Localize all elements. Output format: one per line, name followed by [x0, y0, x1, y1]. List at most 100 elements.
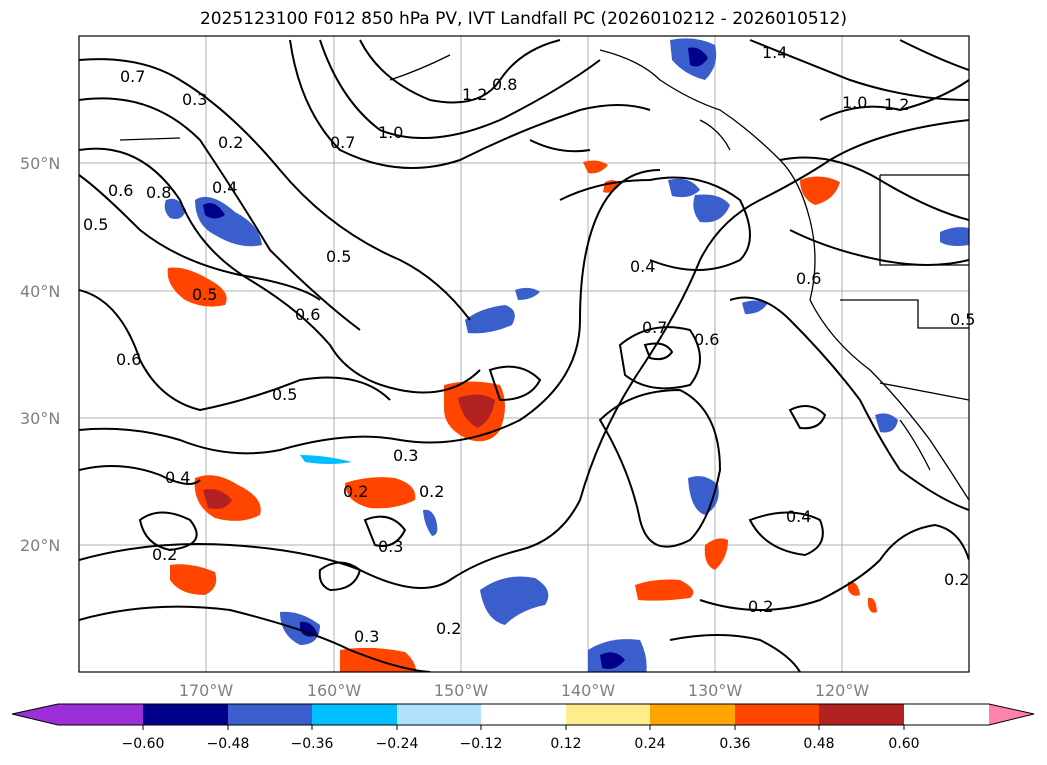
contour-label: 0.7 [330, 133, 355, 152]
pv-positive-blob [583, 160, 608, 174]
pv-positive-blob [868, 597, 877, 613]
pv-negative-core [600, 652, 625, 669]
contour-label: 0.7 [120, 67, 145, 86]
pv-negative-blob [465, 305, 515, 334]
colorbar-tick: 0.60 [888, 736, 919, 752]
contour-label: 0.4 [786, 507, 811, 526]
contour-label: 0.4 [630, 257, 655, 276]
pv-positive-core [203, 489, 232, 509]
pv-positive-blob [340, 647, 417, 672]
colorbar-segment [819, 704, 904, 725]
colorbar-over-extension [989, 704, 1034, 725]
contour-label: 0.8 [146, 183, 171, 202]
lon-label-170w: 170°W [179, 681, 234, 700]
map-area [79, 36, 969, 672]
colorbar-tick: −0.12 [460, 736, 503, 752]
lon-label-120w: 120°W [815, 681, 870, 700]
contour-label: 0.2 [218, 133, 243, 152]
contour-label: 1.0 [842, 93, 867, 112]
contour-label: 0.2 [419, 482, 444, 501]
contour-label: 0.5 [326, 247, 351, 266]
contour-label: 0.4 [165, 468, 190, 487]
lon-label-160w: 160°W [307, 681, 362, 700]
lat-label-20n: 20°N [20, 536, 60, 555]
contour-label: 0.3 [378, 537, 403, 556]
contour-label: 1.2 [462, 85, 487, 104]
contour-label: 0.2 [343, 482, 368, 501]
pv-positive-blob [704, 538, 728, 570]
contour-label: 0.7 [642, 318, 667, 337]
colorbar-segment [650, 704, 735, 725]
colorbar-segment [312, 704, 397, 725]
colorbar-segment [566, 704, 650, 725]
colorbar-tick: −0.48 [207, 736, 250, 752]
latitude-labels: 50°N 40°N 30°N 20°N [20, 154, 60, 555]
pv-positive-blob [635, 579, 694, 601]
colorbar-tick: 0.24 [634, 736, 665, 752]
colorbar-segment [481, 704, 566, 725]
contour-label: 0.6 [694, 330, 719, 349]
pv-negative-blob [300, 455, 352, 464]
pv-shading [164, 38, 969, 672]
pv-negative-core [300, 621, 318, 637]
contour-label: 0.6 [796, 269, 821, 288]
pv-positive-core [458, 394, 495, 428]
pv-negative-blob [515, 287, 540, 300]
contour-label: 0.3 [182, 90, 207, 109]
contour-labels: 0.7 0.3 0.2 0.4 0.8 0.6 0.5 0.5 0.6 0.6 … [83, 43, 975, 646]
contour-label: 0.2 [436, 619, 461, 638]
colorbar-tick: 0.12 [550, 736, 581, 752]
map-title: 2025123100 F012 850 hPa PV, IVT Landfall… [199, 9, 847, 29]
contour-label: 1.4 [762, 43, 787, 62]
contour-label: 0.2 [944, 570, 969, 589]
pv-positive-blob [170, 564, 217, 595]
colorbar-outline [11, 703, 1035, 726]
contour-label: 0.2 [748, 597, 773, 616]
colorbar-tick: 0.36 [719, 736, 750, 752]
lon-label-140w: 140°W [561, 681, 616, 700]
colorbar-tick: −0.60 [122, 736, 165, 752]
lat-label-30n: 30°N [20, 409, 60, 428]
contour-label: 0.6 [295, 305, 320, 324]
pv-negative-blob [668, 178, 700, 198]
contour-label: 1.0 [378, 123, 403, 142]
pv-positive-blob [345, 477, 416, 509]
contour-label: 0.4 [212, 178, 237, 197]
colorbar-under-extension [12, 704, 58, 725]
contour-label: 0.5 [272, 385, 297, 404]
contour-label: 0.6 [116, 350, 141, 369]
pv-positive-blob [167, 267, 227, 307]
contour-label: 1.2 [884, 95, 909, 114]
colorbar: −0.60 −0.48 −0.36 −0.24 −0.12 0.12 0.24 … [11, 703, 1035, 752]
contour-label: 0.5 [192, 285, 217, 304]
lat-label-40n: 40°N [20, 282, 60, 301]
colorbar-segment [228, 704, 312, 725]
contour-label: 0.5 [83, 215, 108, 234]
contour-label: 0.3 [354, 627, 379, 646]
pv-negative-blob [480, 576, 549, 625]
pv-contours [79, 39, 969, 672]
pv-negative-blob [940, 227, 969, 246]
contour-label: 0.5 [950, 310, 975, 329]
coastlines [119, 49, 969, 501]
pv-negative-blob [875, 413, 898, 433]
colorbar-tick: −0.24 [376, 736, 419, 752]
colorbar-tick: 0.48 [803, 736, 834, 752]
pv-negative-core [203, 202, 225, 219]
lon-label-130w: 130°W [688, 681, 743, 700]
colorbar-segment [735, 704, 819, 725]
pv-negative-core [688, 47, 708, 67]
pv-negative-blob [423, 509, 438, 536]
lon-label-150w: 150°W [434, 681, 489, 700]
colorbar-segment [58, 704, 143, 725]
contour-label: 0.3 [393, 446, 418, 465]
pv-negative-blob [693, 194, 730, 223]
contour-label: 0.6 [108, 181, 133, 200]
pv-positive-blob [800, 176, 840, 205]
colorbar-segment [143, 704, 228, 725]
contour-label: 0.2 [152, 545, 177, 564]
lat-label-50n: 50°N [20, 154, 60, 173]
colorbar-segment [397, 704, 481, 725]
map-frame [78, 35, 970, 673]
